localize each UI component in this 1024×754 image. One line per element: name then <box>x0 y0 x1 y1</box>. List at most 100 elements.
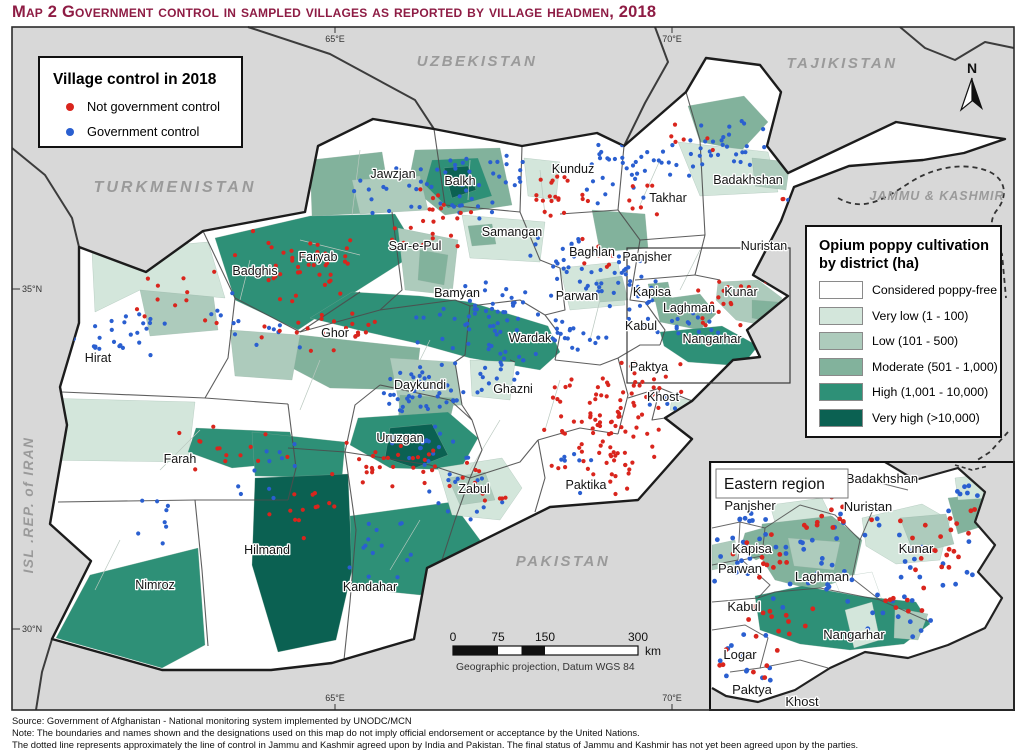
not-government-dot <box>595 422 600 428</box>
government-dot <box>441 306 446 311</box>
government-dot <box>691 311 696 316</box>
province-label: Kunar <box>724 285 757 299</box>
government-dot <box>491 171 496 176</box>
government-dot <box>391 392 396 397</box>
country-label: TURKMENISTAN <box>94 179 257 196</box>
government-dot <box>474 509 479 514</box>
government-dot <box>140 498 145 503</box>
government-dot <box>475 390 480 395</box>
government-dot <box>231 321 236 326</box>
government-dot <box>236 319 241 324</box>
not-government-dot <box>840 504 845 510</box>
not-government-dot <box>290 299 295 304</box>
government-dot <box>849 577 855 583</box>
province-line <box>544 267 566 316</box>
province-line <box>194 499 209 647</box>
district-patch <box>351 175 429 215</box>
not-government-dot <box>332 504 337 509</box>
government-dot <box>740 150 745 155</box>
government-dot <box>451 399 456 404</box>
province-line <box>644 301 666 346</box>
not-government-dot <box>738 284 744 289</box>
legend-item: Low (101 - 500) <box>819 332 1000 351</box>
government-dot <box>475 478 480 483</box>
not-government-dot <box>185 290 190 295</box>
not-government-dot <box>319 312 324 318</box>
not-government-dot <box>595 385 601 390</box>
village-control-legend: Village control in 2018 Not government c… <box>38 56 243 148</box>
government-dot <box>366 187 371 192</box>
government-dot <box>535 312 541 317</box>
not-government-dot <box>294 330 299 335</box>
government-dot <box>409 372 414 377</box>
government-dot <box>215 308 220 313</box>
not-government-dot <box>267 512 272 517</box>
not-government-dot <box>594 392 599 397</box>
not-government-dot <box>593 417 598 422</box>
not-government-dot <box>326 253 331 258</box>
not-government-dot <box>644 394 649 400</box>
government-dot <box>670 143 675 148</box>
government-dot <box>109 318 114 324</box>
government-dot <box>865 626 871 632</box>
government-dot <box>238 491 243 497</box>
government-dot <box>744 668 749 674</box>
not-government-dot <box>721 301 726 306</box>
inset-province-label: Parwan <box>718 561 762 576</box>
government-dot <box>482 288 488 293</box>
government-dot <box>966 539 972 544</box>
government-dot <box>763 517 768 522</box>
not-government-dot <box>726 290 731 295</box>
country-label: UZBEKISTAN <box>417 53 538 70</box>
not-government-dot <box>430 236 435 241</box>
not-government-dot <box>939 564 945 570</box>
inset-province-label: Nuristan <box>844 499 892 514</box>
province-line <box>379 211 403 311</box>
not-government-dot <box>922 522 928 528</box>
government-dot <box>842 569 847 574</box>
province-label: Samangan <box>482 225 543 239</box>
government-dot <box>515 371 520 376</box>
not-government-dot <box>297 270 303 275</box>
government-dot <box>489 306 495 311</box>
government-dot <box>763 532 768 537</box>
government-dot <box>467 327 472 332</box>
not-government-dot <box>322 331 328 336</box>
not-government-dot <box>650 444 655 449</box>
government-dot <box>366 574 371 579</box>
government-dot <box>845 599 851 604</box>
government-dot <box>908 548 914 554</box>
not-government-dot <box>630 460 635 465</box>
government-dot <box>571 254 577 259</box>
not-government-dot <box>597 413 603 418</box>
not-government-dot <box>629 391 634 396</box>
not-government-dot <box>480 491 485 496</box>
government-dot <box>450 346 455 351</box>
government-dot <box>460 160 465 165</box>
not-government-dot <box>588 411 593 416</box>
government-dot <box>577 279 583 284</box>
not-government-dot <box>410 456 415 461</box>
government-dot <box>570 345 575 350</box>
graticule-label: 70°E <box>662 34 682 44</box>
government-dot <box>467 298 472 303</box>
government-dot <box>596 142 601 148</box>
not-government-dot <box>771 565 776 570</box>
government-dot <box>664 396 669 401</box>
government-dot <box>500 293 505 298</box>
not-government-dot <box>562 175 567 180</box>
government-dot <box>118 343 123 348</box>
not-government-dot <box>623 462 628 468</box>
not-government-dot <box>277 297 283 302</box>
not-government-dot <box>534 197 539 202</box>
government-dot <box>599 289 604 294</box>
not-government-dot <box>203 318 208 323</box>
government-dot <box>718 554 723 559</box>
not-government-dot <box>290 255 295 260</box>
government-dot <box>520 300 526 305</box>
graticule-label: 65°E <box>325 693 345 703</box>
not-government-dot <box>548 213 553 218</box>
dot-icon <box>66 102 74 111</box>
government-dot <box>162 520 167 525</box>
not-government-dot <box>312 491 317 496</box>
